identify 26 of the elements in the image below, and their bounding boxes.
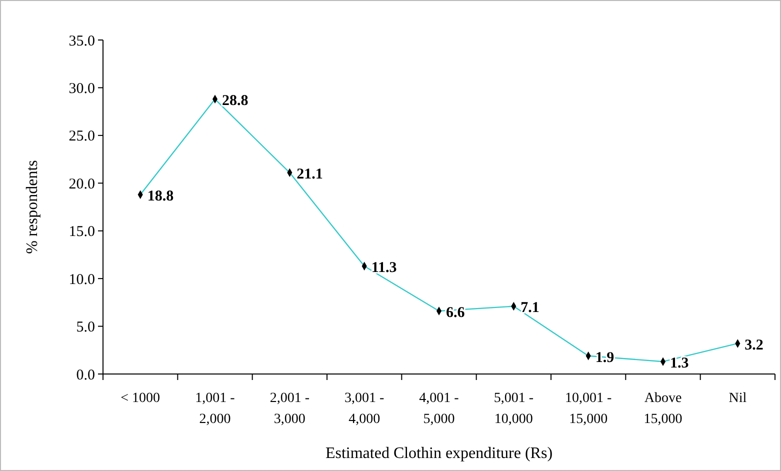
y-tick-label: 15.0	[68, 224, 95, 240]
x-tick-label: 3,001 - 4,000	[344, 391, 384, 427]
data-label: 3.2	[744, 337, 764, 354]
data-label: 1.3	[670, 356, 689, 372]
y-tick-label: 20.0	[68, 176, 95, 192]
y-tick-label: 10.0	[68, 272, 95, 288]
data-label: 18.8	[147, 188, 174, 205]
y-tick-label: 25.0	[68, 128, 95, 145]
data-label: 7.1	[520, 300, 540, 316]
data-label: 21.1	[296, 166, 323, 183]
x-tick-label: 10,001 - 15,000	[564, 391, 612, 427]
x-tick-label: 1,001 - 2,000	[195, 391, 236, 427]
x-tick-label: 4,001 - 5,000	[419, 391, 460, 427]
data-label: 11.3	[371, 260, 397, 276]
x-tick-label: 5,001 - 10,000	[494, 391, 534, 427]
data-label: 28.8	[222, 93, 248, 110]
y-tick-label: 0.0	[76, 367, 95, 384]
x-tick-label: Above 15,000	[644, 391, 682, 427]
y-tick-label: 35.0	[68, 33, 95, 50]
x-tick-label: < 1000	[120, 391, 160, 406]
x-tick-label: 2,001 - 3,000	[270, 391, 310, 427]
x-tick-label: Nil	[728, 391, 747, 406]
y-tick-label: 5.0	[76, 320, 95, 336]
y-tick-label: 30.0	[68, 80, 95, 97]
y-axis-title: % respondents	[24, 160, 41, 254]
x-axis-title: Estimated Clothin expenditure (Rs)	[325, 445, 553, 462]
